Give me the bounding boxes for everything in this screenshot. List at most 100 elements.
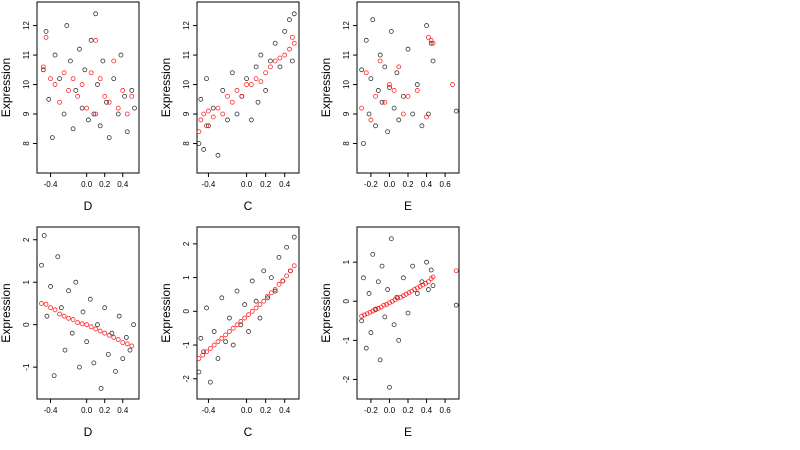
- data-point: [124, 341, 130, 347]
- x-tick-label: -0.4: [202, 180, 216, 189]
- data-point: [75, 93, 81, 99]
- data-point: [246, 312, 251, 318]
- x-axis-label: E: [404, 425, 412, 439]
- y-tick-label: -2: [342, 375, 351, 383]
- data-point: [419, 123, 425, 129]
- y-tick-label: 1: [182, 275, 191, 280]
- data-point: [253, 305, 259, 311]
- data-point: [106, 135, 112, 141]
- data-point: [196, 129, 202, 135]
- data-point: [289, 58, 295, 64]
- y-axis-label: Expression: [159, 283, 173, 342]
- data-point: [370, 17, 376, 23]
- data-point: [82, 67, 88, 73]
- data-point: [359, 105, 365, 111]
- data-point: [39, 262, 44, 268]
- data-point: [284, 273, 290, 279]
- data-point: [229, 99, 235, 105]
- data-point: [40, 64, 46, 70]
- data-point: [387, 82, 392, 87]
- data-point: [400, 111, 406, 117]
- data-point: [77, 364, 82, 370]
- data-point: [234, 88, 240, 93]
- data-point: [249, 278, 255, 284]
- data-point: [276, 281, 282, 287]
- data-point: [219, 295, 225, 301]
- data-point: [385, 287, 391, 292]
- data-point: [61, 111, 67, 117]
- data-point: [368, 117, 374, 123]
- data-point: [48, 284, 53, 289]
- x-tick-label: 0.4: [117, 180, 129, 189]
- black-point-series: [196, 234, 297, 385]
- data-point: [196, 141, 202, 146]
- data-point: [284, 244, 290, 250]
- y-tick-label: 9: [182, 111, 191, 116]
- data-point: [102, 330, 108, 336]
- data-point: [391, 322, 397, 328]
- data-point: [211, 342, 217, 348]
- y-tick-label: 11: [342, 50, 351, 59]
- data-point: [41, 233, 47, 238]
- data-point: [210, 105, 216, 111]
- data-point: [109, 330, 115, 336]
- data-point: [370, 308, 376, 314]
- data-point: [234, 322, 240, 328]
- data-point: [379, 99, 385, 105]
- data-point: [375, 88, 381, 93]
- data-point: [198, 335, 204, 341]
- data-point: [79, 82, 85, 87]
- data-point: [105, 352, 111, 357]
- data-point: [366, 291, 372, 296]
- data-point: [39, 301, 44, 306]
- data-point: [425, 279, 431, 285]
- data-point: [215, 356, 221, 361]
- data-point: [115, 105, 121, 111]
- data-point: [223, 332, 228, 338]
- data-point: [97, 76, 103, 82]
- data-point: [97, 123, 103, 129]
- x-axis-label: C: [244, 425, 253, 439]
- scatter-panel-3: -0.2 0.0 0.2 0.4 0.6 8 9 10 11 12 E Expression: [319, 1, 460, 213]
- scatter-panel-2: -0.4 0.0 0.2 0.4 8 9 10 11 12 C Expression: [159, 1, 300, 213]
- data-point: [263, 70, 269, 76]
- data-point: [111, 58, 117, 64]
- data-point: [289, 34, 295, 40]
- x-tick-label: 0.2: [260, 180, 272, 189]
- red-point-series: [359, 34, 455, 123]
- data-point: [43, 34, 49, 40]
- data-point: [453, 108, 459, 114]
- data-point: [375, 279, 381, 285]
- red-point-series: [39, 301, 135, 349]
- data-point: [430, 274, 436, 280]
- data-point: [375, 305, 381, 311]
- y-tick-label: 0: [22, 322, 31, 327]
- y-tick-label: 0: [182, 309, 191, 314]
- plot-frame: [196, 226, 300, 400]
- data-point: [362, 312, 367, 318]
- y-tick-label: 1: [22, 279, 31, 284]
- data-point: [129, 343, 135, 349]
- data-point: [40, 67, 46, 73]
- black-point-series: [196, 11, 297, 158]
- data-point: [91, 360, 97, 366]
- data-point: [377, 58, 383, 64]
- data-point: [93, 326, 99, 332]
- data-point: [207, 379, 213, 385]
- data-point: [424, 259, 429, 265]
- data-point: [66, 88, 71, 93]
- data-point: [124, 111, 130, 117]
- data-point: [118, 52, 124, 58]
- y-tick-label: 12: [342, 21, 351, 30]
- data-point: [388, 29, 394, 34]
- y-tick-label: 9: [22, 111, 31, 116]
- red-point-series: [40, 34, 135, 117]
- data-point: [57, 99, 62, 105]
- data-point: [129, 93, 135, 99]
- x-tick-label: 0.4: [421, 406, 433, 415]
- data-point: [215, 152, 221, 158]
- data-point: [75, 320, 81, 325]
- data-point: [58, 305, 64, 311]
- data-point: [396, 117, 402, 123]
- data-point: [385, 129, 391, 135]
